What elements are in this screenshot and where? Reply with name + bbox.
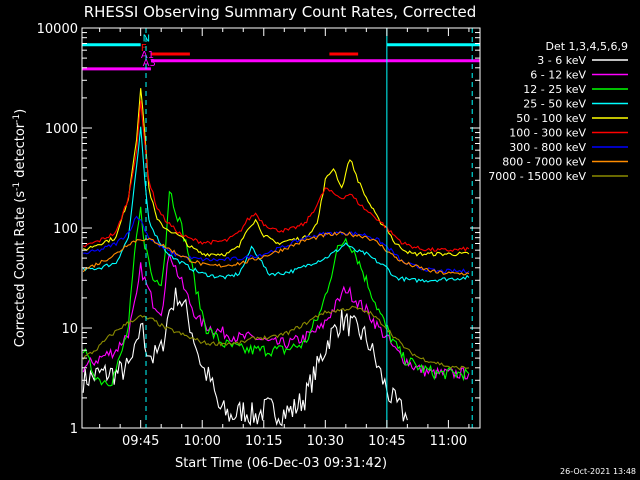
x-axis-ticks: 09:45 10:00 10:15 10:30 10:45 11:00: [99, 28, 470, 449]
timestamp: 26-Oct-2021 13:48: [560, 467, 636, 476]
state-bar-label: F: [141, 43, 147, 54]
y-axis-label: Corrected Count Rate (s-1 detector-1): [12, 109, 28, 347]
x-tick-label: 11:00: [430, 434, 467, 449]
x-tick-label: 10:00: [183, 434, 220, 449]
state-bar-label: A1: [141, 50, 154, 61]
chart-title: RHESSI Observing Summary Count Rates, Co…: [84, 3, 477, 21]
x-tick-label: 10:45: [368, 434, 405, 449]
series-line: [82, 287, 408, 427]
y-tick-label: 100: [53, 222, 78, 237]
series-line: [82, 190, 470, 387]
legend-label: 25 - 50 keV: [523, 98, 586, 111]
series-line: [82, 100, 470, 253]
y-tick-label: 10000: [37, 22, 78, 37]
legend-label: 3 - 6 keV: [537, 54, 586, 67]
y-tick-label: 10: [61, 322, 78, 337]
series-line: [83, 88, 470, 257]
legend-label: 300 - 800 keV: [509, 141, 586, 154]
y-axis-ticks: 1 10 100 1000 10000: [37, 22, 480, 437]
series-group: [82, 88, 470, 427]
series-line: [82, 253, 470, 380]
y-tick-label: 1: [70, 422, 78, 437]
legend-label: 100 - 300 keV: [509, 127, 586, 140]
legend-title: Det 1,3,4,5,6,9: [545, 40, 628, 53]
legend-label: 6 - 12 keV: [530, 69, 586, 82]
x-tick-label: 09:45: [122, 434, 159, 449]
x-tick-label: 10:15: [245, 434, 282, 449]
legend-label: 12 - 25 keV: [523, 83, 586, 96]
series-line: [82, 126, 470, 284]
x-axis-label: Start Time (06-Dec-03 09:31:42): [175, 456, 387, 471]
legend-label: 800 - 7000 keV: [502, 156, 586, 169]
legend-label: 7000 - 15000 keV: [488, 170, 586, 183]
y-tick-label: 1000: [45, 122, 78, 137]
attenuator-bars: NFA1A3: [82, 34, 480, 71]
state-bar-label: A3: [143, 58, 156, 69]
legend-label: 50 - 100 keV: [516, 112, 586, 125]
series-line: [82, 305, 470, 371]
x-tick-label: 10:30: [307, 434, 344, 449]
